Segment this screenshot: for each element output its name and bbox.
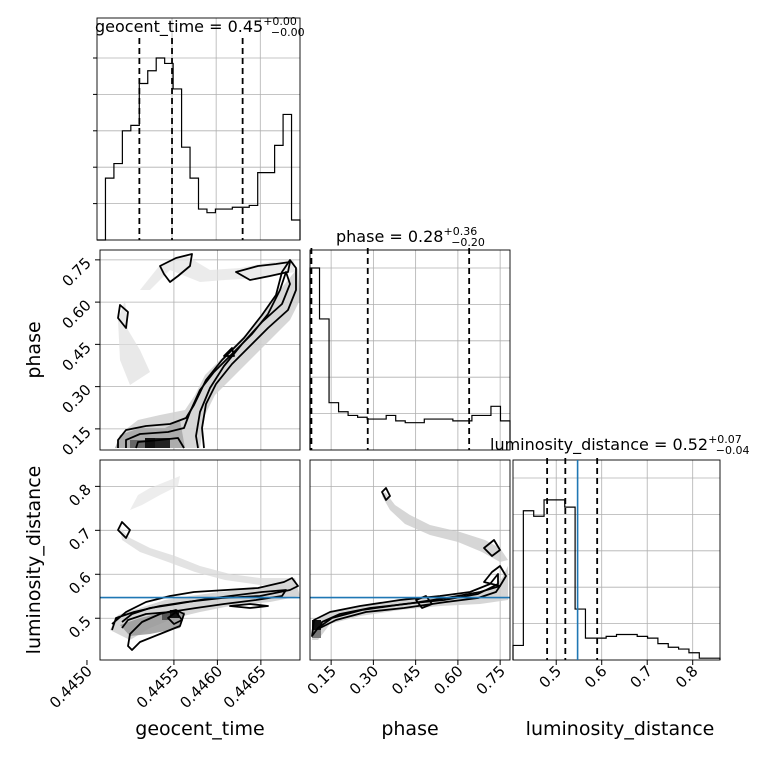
density-peak-2 [155, 438, 170, 448]
y-tick-label-luminosity-distance: 0.7 [65, 524, 95, 554]
hist-step-phase [309, 267, 511, 450]
hist-panel-luminosity-distance: luminosity_distance = 0.52+0.07 −0.04 [490, 433, 750, 661]
x-tick-label-luminosity-distance: 0.7 [626, 662, 656, 692]
contour-c3 [483, 565, 507, 587]
contour-b3 [127, 609, 185, 651]
y-tick-label-phase: 0.30 [58, 381, 94, 417]
title-phase: phase = 0.28+0.36 −0.20 [336, 225, 485, 249]
density-cloud-3 [118, 300, 150, 385]
x-tick-label-phase: 0.60 [430, 662, 466, 698]
contour-a2 [125, 271, 291, 449]
density-cloud-10 [382, 492, 508, 562]
contour-a7 [235, 261, 291, 281]
contour-c2 [319, 585, 501, 629]
title-geocent-time: geocent_time = 0.45+0.00 −0.00 [95, 15, 305, 39]
x-axis-label-luminosity-distance: luminosity_distance [526, 718, 715, 740]
contour-c1 [311, 573, 499, 637]
x-tick-label-phase: 0.30 [346, 662, 382, 698]
x-axis-label-phase: phase [381, 718, 438, 740]
hist-panel-geocent-time-frame [96, 17, 301, 241]
x-tick-label-luminosity-distance: 0.5 [535, 662, 565, 692]
density-peak-5 [162, 612, 170, 620]
contour-c4 [381, 487, 391, 501]
density-panel-a-frame [99, 249, 301, 451]
contour-c5 [483, 539, 501, 557]
y-tick-label-luminosity-distance: 0.5 [65, 612, 95, 642]
x-tick-label-geocent-time: 0.4450 [46, 662, 96, 712]
density-cloud-4 [140, 255, 295, 290]
density-panel-ldist-vs-geocent-time [99, 459, 301, 661]
density-cloud-7 [120, 528, 292, 585]
y-axis-label-phase: phase [23, 321, 45, 378]
x-axis-label-geocent-time: geocent_time [135, 718, 264, 740]
contour-a1 [117, 259, 297, 449]
density-cloud-1 [115, 268, 300, 448]
y-tick-label-phase: 0.75 [58, 254, 94, 290]
y-tick-label-luminosity-distance: 0.6 [65, 568, 95, 598]
hist-step-luminosity-distance [512, 499, 721, 660]
contour-b4 [117, 521, 131, 539]
y-tick-label-phase: 0.60 [58, 296, 94, 332]
x-tick-label-geocent-time: 0.4465 [220, 662, 270, 712]
contour-a4 [117, 304, 129, 329]
hist-step-geocent-time [97, 57, 301, 241]
density-panel-ldist-vs-phase [309, 459, 511, 661]
x-tick-label-phase: 0.75 [473, 662, 509, 698]
hist-panel-geocent-time: geocent_time = 0.45+0.00 −0.00 [95, 15, 305, 241]
contour-a6 [223, 347, 235, 357]
hist-panel-phase: phase = 0.28+0.36 −0.20 [309, 225, 511, 451]
x-tick-label-geocent-time: 0.4455 [133, 662, 183, 712]
title-luminosity-distance: luminosity_distance = 0.52+0.07 −0.04 [490, 433, 750, 457]
x-tick-label-phase: 0.45 [388, 662, 424, 698]
contour-a5 [159, 253, 193, 283]
contour-b5 [229, 603, 269, 609]
contour-b6 [167, 611, 183, 625]
y-tick-label-phase: 0.45 [58, 338, 94, 374]
density-panel-c-frame [309, 459, 511, 661]
density-peak-1 [145, 438, 155, 448]
x-tick-label-geocent-time: 0.4460 [176, 662, 226, 712]
y-tick-label-phase: 0.15 [58, 423, 94, 459]
density-panel-b-frame [99, 459, 301, 661]
contour-a3 [135, 437, 185, 449]
hist-panel-luminosity-distance-frame [512, 459, 721, 661]
density-peak-6 [312, 620, 321, 630]
density-panel-phase-vs-geocent-time [99, 249, 301, 451]
x-tick-label-luminosity-distance: 0.6 [581, 662, 611, 692]
contour-b2 [121, 589, 287, 629]
y-tick-label-luminosity-distance: 0.8 [65, 480, 95, 510]
density-cloud-8 [130, 476, 180, 510]
hist-panel-phase-frame [309, 249, 511, 451]
y-axis-label-luminosity-distance: luminosity_distance [23, 466, 45, 655]
density-peak-7 [312, 630, 321, 638]
x-tick-label-luminosity-distance: 0.8 [672, 662, 702, 692]
x-tick-label-phase: 0.15 [304, 662, 340, 698]
